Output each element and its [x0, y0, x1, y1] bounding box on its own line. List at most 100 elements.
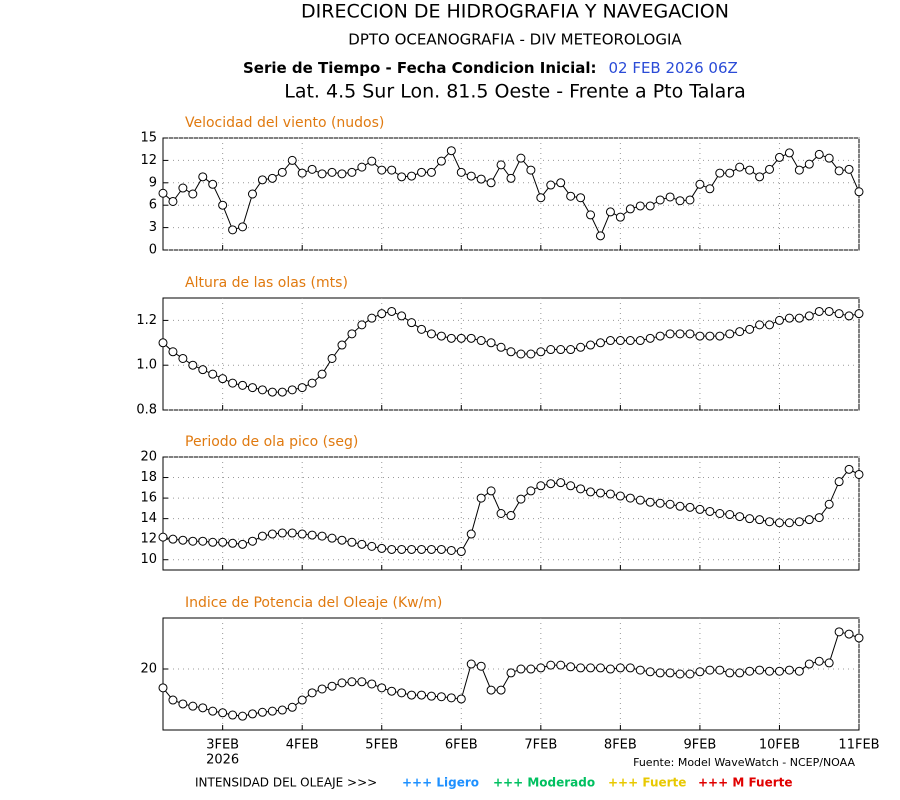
y-tick-label: 10	[140, 552, 157, 567]
data-point	[168, 347, 178, 357]
data-point	[357, 677, 367, 687]
data-point	[367, 156, 377, 166]
data-point	[794, 313, 804, 323]
data-point	[695, 504, 705, 514]
data-point	[506, 511, 516, 521]
data-point	[218, 374, 228, 384]
data-point	[715, 168, 725, 178]
data-point	[804, 311, 814, 321]
data-point	[516, 349, 526, 359]
data-point	[586, 210, 596, 220]
data-point	[297, 168, 307, 178]
series-line	[162, 149, 860, 238]
data-point	[556, 478, 566, 488]
data-point	[466, 171, 476, 181]
data-point	[635, 665, 645, 675]
header-subtitle: DPTO OCEANOGRAFIA - DIV METEOROLOGIA	[348, 31, 682, 49]
data-point	[476, 336, 486, 346]
data-point	[715, 665, 725, 675]
data-point	[586, 340, 596, 350]
data-point	[695, 667, 705, 677]
data-point	[645, 201, 655, 211]
x-tick-label: 11FEB	[838, 738, 879, 753]
data-point	[755, 320, 765, 330]
data-point	[158, 532, 168, 542]
panel-title: Altura de las olas (mts)	[185, 275, 348, 291]
data-point	[257, 385, 267, 395]
data-point	[208, 179, 218, 189]
data-point	[397, 544, 407, 554]
data-point	[625, 204, 635, 214]
data-point	[586, 663, 596, 673]
data-point	[446, 146, 456, 156]
data-point	[218, 200, 228, 210]
data-point	[426, 329, 436, 339]
data-point	[625, 493, 635, 503]
data-point	[725, 510, 735, 520]
data-point	[466, 333, 476, 343]
data-point	[576, 193, 586, 203]
data-point	[436, 331, 446, 341]
data-point	[317, 169, 327, 179]
data-point	[307, 688, 317, 698]
data-point	[188, 701, 198, 711]
data-point	[168, 534, 178, 544]
data-point	[536, 481, 546, 491]
data-point	[387, 306, 397, 316]
data-point	[496, 509, 506, 518]
data-point	[705, 665, 715, 675]
data-point	[327, 167, 337, 177]
data-point	[625, 663, 635, 673]
data-point	[824, 306, 834, 316]
data-point	[526, 165, 536, 175]
data-point	[446, 333, 456, 343]
data-point	[834, 477, 844, 487]
data-point	[247, 383, 257, 393]
data-point	[337, 340, 347, 350]
data-point	[158, 683, 168, 693]
data-point	[337, 678, 347, 688]
data-point	[247, 536, 257, 546]
data-point	[814, 656, 824, 666]
data-point	[595, 488, 605, 498]
run-label: Serie de Tiempo - Fecha Condicion Inicia…	[243, 59, 596, 77]
data-point	[755, 515, 765, 525]
data-point	[516, 153, 526, 163]
data-point	[605, 207, 615, 217]
data-point	[705, 184, 715, 194]
data-point	[516, 494, 526, 504]
data-point	[586, 487, 596, 497]
y-tick-label: 3	[149, 220, 157, 235]
legend-entry: +++ M Fuerte	[698, 776, 793, 790]
data-point	[834, 166, 844, 176]
data-point	[685, 669, 695, 679]
x-tick-label: 6FEB	[445, 738, 478, 753]
data-point	[834, 627, 844, 637]
data-point	[645, 667, 655, 677]
data-point	[387, 686, 397, 696]
data-point	[426, 167, 436, 177]
data-point	[576, 663, 586, 673]
data-point	[158, 338, 168, 348]
data-point	[297, 383, 307, 393]
data-point	[446, 693, 456, 703]
data-point	[685, 502, 695, 512]
data-point	[208, 706, 218, 716]
data-point	[794, 165, 804, 175]
run-line: Serie de Tiempo - Fecha Condicion Inicia…	[243, 59, 738, 77]
data-point	[635, 201, 645, 211]
data-point	[576, 342, 586, 352]
plot-frame	[162, 456, 860, 571]
data-point	[377, 543, 387, 553]
data-point	[347, 167, 357, 177]
data-point	[377, 309, 387, 319]
data-point	[695, 331, 705, 341]
data-point	[158, 188, 168, 198]
data-point	[168, 196, 178, 206]
data-point	[277, 705, 287, 715]
data-point	[218, 537, 228, 547]
data-point	[297, 529, 307, 539]
data-point	[675, 501, 685, 511]
data-point	[695, 179, 705, 189]
data-point	[267, 706, 277, 716]
